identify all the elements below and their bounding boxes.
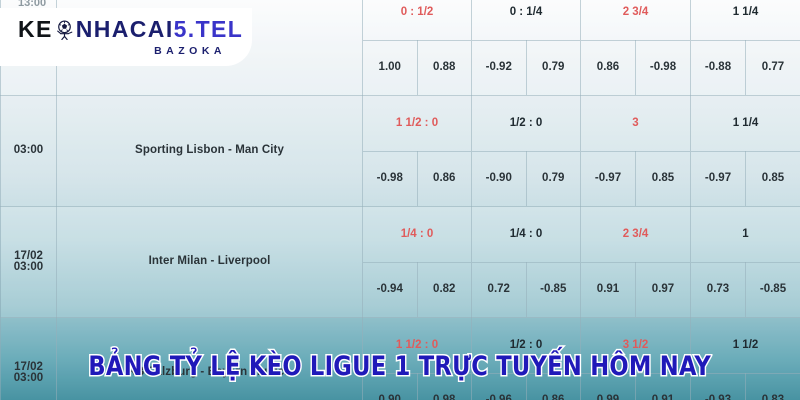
handicap-value[interactable]: 1/2 : 0 bbox=[472, 318, 580, 374]
handicap-value[interactable]: 0 : 1/4 bbox=[472, 0, 580, 41]
odds-home[interactable]: 0.90 bbox=[363, 373, 418, 400]
handicap-value[interactable]: 2 3/4 bbox=[581, 207, 690, 263]
odds-away[interactable]: -0.85 bbox=[540, 283, 567, 295]
handicap-value[interactable]: 1 1/2 : 0 bbox=[363, 318, 471, 374]
match-datetime-cell: 17/02 03:00 bbox=[0, 206, 57, 318]
odds-home[interactable]: 0.91 bbox=[581, 262, 636, 317]
odds-group-4[interactable]: 1 1/2 -0.93 0.83 bbox=[690, 317, 800, 400]
odds-home[interactable]: -0.97 bbox=[581, 151, 636, 206]
odds-away[interactable]: -0.98 bbox=[649, 61, 677, 73]
odds-away[interactable]: 0.79 bbox=[542, 172, 565, 184]
handicap-value[interactable]: 0 : 1/2 bbox=[363, 0, 471, 41]
odds-home[interactable]: -0.90 bbox=[472, 151, 527, 206]
soccer-ball-mascot-icon bbox=[54, 19, 75, 40]
site-logo[interactable]: KE NHACAI 5.TEL BAZOKA bbox=[0, 8, 252, 66]
match-datetime-cell: 03:00 bbox=[0, 95, 57, 207]
odds-group-1[interactable]: 0 : 1/2 1.00 0.88 bbox=[362, 0, 472, 96]
odds-home[interactable]: -0.97 bbox=[691, 151, 746, 206]
handicap-value[interactable]: 1/2 : 0 bbox=[472, 96, 580, 152]
odds-home[interactable]: -0.96 bbox=[472, 373, 527, 400]
match-date: 17/02 bbox=[14, 249, 43, 262]
odds-away[interactable]: 0.85 bbox=[761, 172, 785, 184]
odds-group-4[interactable]: 1 1/4 -0.97 0.85 bbox=[690, 95, 800, 207]
odds-away[interactable]: 0.86 bbox=[433, 172, 456, 184]
odds-away[interactable]: 0.86 bbox=[542, 394, 565, 400]
table-row[interactable]: 03:00 Sporting Lisbon - Man City 1 1/2 : 0… bbox=[0, 95, 800, 207]
odds-group-2[interactable]: 0 : 1/4 -0.92 0.79 bbox=[471, 0, 581, 96]
odds-away[interactable]: 0.98 bbox=[433, 394, 456, 400]
match-time: 03:00 bbox=[13, 372, 44, 384]
table-row[interactable]: 17/02 03:00 Inter Milan - Liverpool 1/4 : 0… bbox=[0, 206, 800, 318]
table-row[interactable]: 17/02 03:00 RB Salzburg - Bayern Munich 1 1… bbox=[0, 317, 800, 400]
odds-away[interactable]: 0.88 bbox=[433, 61, 456, 73]
odds-away[interactable]: 0.97 bbox=[651, 283, 675, 295]
odds-away[interactable]: 0.82 bbox=[433, 283, 456, 295]
odds-home[interactable]: -0.93 bbox=[691, 373, 746, 400]
handicap-value[interactable]: 1 1/4 bbox=[691, 96, 800, 152]
odds-away[interactable]: 0.91 bbox=[651, 394, 675, 400]
match-date: 17/02 bbox=[14, 360, 43, 373]
odds-group-4[interactable]: 1 0.73 -0.85 bbox=[690, 206, 800, 318]
odds-home[interactable]: 1.00 bbox=[363, 40, 418, 95]
odds-group-1[interactable]: 1/4 : 0 -0.94 0.82 bbox=[362, 206, 472, 318]
handicap-value[interactable]: 1 1/4 bbox=[691, 0, 800, 41]
match-time: 03:00 bbox=[13, 261, 44, 273]
odds-home[interactable]: 0.86 bbox=[581, 40, 636, 95]
odds-group-2[interactable]: 1/2 : 0 -0.90 0.79 bbox=[471, 95, 581, 207]
odds-group-3[interactable]: 2 3/4 0.86 -0.98 bbox=[580, 0, 691, 96]
odds-group-2[interactable]: 1/4 : 0 0.72 -0.85 bbox=[471, 206, 581, 318]
odds-away[interactable]: 0.83 bbox=[761, 394, 785, 400]
odds-away[interactable]: 0.77 bbox=[761, 61, 785, 73]
logo-wordmark: KE NHACAI 5.TEL bbox=[0, 15, 252, 42]
logo-tagline: BAZOKA bbox=[154, 44, 226, 57]
match-teams[interactable]: Sporting Lisbon - Man City bbox=[56, 95, 363, 207]
handicap-value[interactable]: 3 bbox=[581, 96, 690, 152]
odds-group-1[interactable]: 1 1/2 : 0 0.90 0.98 bbox=[362, 317, 472, 400]
odds-home[interactable]: -0.92 bbox=[472, 40, 527, 95]
odds-home[interactable]: -0.88 bbox=[691, 40, 746, 95]
odds-away[interactable]: -0.85 bbox=[759, 283, 787, 295]
partial-top-time: 13:00 bbox=[18, 0, 47, 9]
odds-group-4[interactable]: 1 1/4 -0.88 0.77 bbox=[690, 0, 800, 96]
odds-home[interactable]: 0.99 bbox=[581, 373, 636, 400]
odds-away[interactable]: 0.85 bbox=[651, 172, 675, 184]
logo-text-ke: KE bbox=[18, 15, 53, 42]
table-row[interactable]: 0 : 1/2 1.00 0.88 0 : 1/4 -0.92 0.79 2 3/4 0.86… bbox=[0, 0, 800, 96]
handicap-value[interactable]: 1 1/2 bbox=[691, 318, 800, 374]
match-time: 03:00 bbox=[13, 144, 44, 157]
odds-home[interactable]: -0.94 bbox=[363, 262, 418, 317]
match-teams[interactable]: Inter Milan - Liverpool bbox=[56, 206, 363, 318]
odds-group-2[interactable]: 1/2 : 0 -0.96 0.86 bbox=[471, 317, 581, 400]
odds-away[interactable]: 0.79 bbox=[542, 61, 565, 73]
odds-home[interactable]: -0.98 bbox=[363, 151, 418, 206]
logo-text-tel: 5.TEL bbox=[173, 15, 244, 42]
handicap-value[interactable]: 1 1/2 : 0 bbox=[363, 96, 471, 152]
match-datetime-cell: 17/02 03:00 bbox=[0, 317, 57, 400]
logo-text-nhacai: NHACAI bbox=[75, 15, 174, 42]
odds-group-1[interactable]: 1 1/2 : 0 -0.98 0.86 bbox=[362, 95, 472, 207]
handicap-value[interactable]: 1/4 : 0 bbox=[363, 207, 471, 263]
handicap-value[interactable]: 1 bbox=[691, 207, 800, 263]
match-teams[interactable]: RB Salzburg - Bayern Munich bbox=[56, 317, 363, 400]
odds-home[interactable]: 0.72 bbox=[472, 262, 527, 317]
handicap-value[interactable]: 2 3/4 bbox=[581, 0, 690, 41]
odds-group-3[interactable]: 3 -0.97 0.85 bbox=[580, 95, 691, 207]
handicap-value[interactable]: 3 1/2 bbox=[581, 318, 690, 374]
odds-group-3[interactable]: 2 3/4 0.91 0.97 bbox=[580, 206, 691, 318]
odds-group-3[interactable]: 3 1/2 0.99 0.91 bbox=[580, 317, 691, 400]
handicap-value[interactable]: 1/4 : 0 bbox=[472, 207, 580, 263]
odds-home[interactable]: 0.73 bbox=[691, 262, 746, 317]
